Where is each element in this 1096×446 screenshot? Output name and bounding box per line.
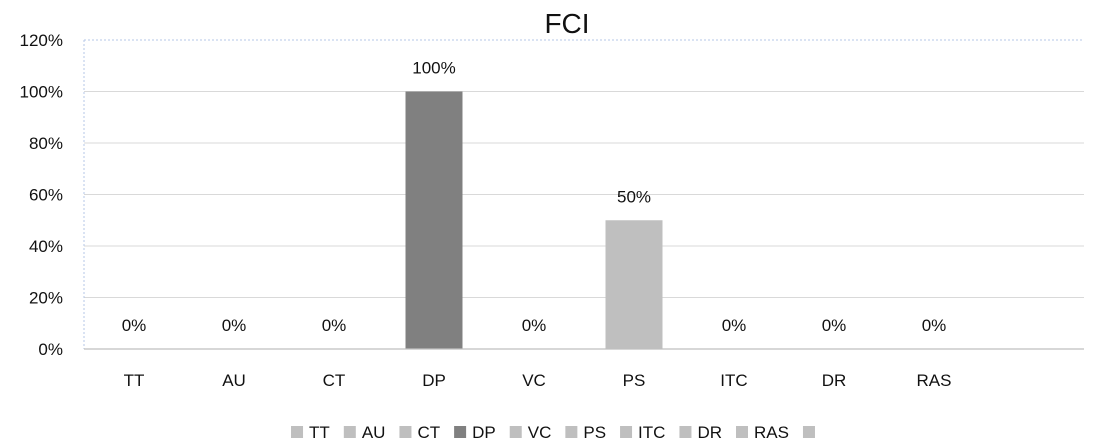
y-tick-label: 60%: [29, 186, 63, 205]
data-label: 0%: [122, 316, 147, 335]
data-label: 0%: [322, 316, 347, 335]
legend-swatch: [802, 426, 815, 438]
legend-swatch: [679, 426, 692, 438]
legend-swatch: [399, 426, 412, 438]
legend-label: AU: [362, 423, 386, 442]
x-tick-label: TT: [124, 371, 145, 390]
legend-label: CT: [417, 423, 440, 442]
legend-swatch: [343, 426, 356, 438]
x-axis: TT AU CT DP VC PS ITC DR RAS: [84, 348, 1084, 390]
legend-swatch: [565, 426, 578, 438]
legend-label: ITC: [638, 423, 665, 442]
data-label: 0%: [522, 316, 547, 335]
y-tick-label: 20%: [29, 289, 63, 308]
y-tick-label: 0%: [38, 340, 63, 359]
legend-swatch: [291, 426, 304, 438]
y-tick-label: 80%: [29, 134, 63, 153]
x-tick-label: DP: [422, 371, 446, 390]
y-axis: 0% 20% 40% 60% 80% 100% 120%: [20, 31, 85, 359]
x-tick-label: VC: [522, 371, 546, 390]
legend: TT AU CT DP VC PS ITC DR RAS: [291, 423, 815, 442]
legend-label: VC: [528, 423, 552, 442]
x-tick-label: RAS: [917, 371, 952, 390]
gridlines: [84, 39, 1084, 298]
data-label: 0%: [822, 316, 847, 335]
bar-dp: [405, 91, 463, 349]
y-tick-label: 120%: [20, 31, 63, 50]
data-label: 0%: [922, 316, 947, 335]
legend-swatch: [509, 426, 522, 438]
legend-label: PS: [583, 423, 606, 442]
x-tick-label: PS: [623, 371, 646, 390]
y-tick-label: 40%: [29, 237, 63, 256]
x-tick-label: AU: [222, 371, 246, 390]
y-tick-label: 100%: [20, 83, 63, 102]
legend-swatch: [620, 426, 633, 438]
legend-entries: TT AU CT DP VC PS ITC DR RAS: [291, 423, 815, 442]
data-labels: 0% 0% 0% 100% 0% 50% 0% 0% 0%: [122, 59, 947, 336]
legend-label: TT: [309, 423, 330, 442]
chart-title: FCI: [544, 8, 589, 39]
legend-swatch: [736, 426, 748, 438]
data-label: 0%: [222, 316, 247, 335]
x-tick-label: ITC: [720, 371, 747, 390]
bars: [405, 91, 663, 349]
legend-swatch: [454, 426, 467, 438]
legend-label: RAS: [754, 423, 789, 442]
bar-ps: [605, 220, 663, 349]
data-label: 50%: [617, 187, 651, 206]
x-tick-label: DR: [822, 371, 847, 390]
x-tick-label: CT: [323, 371, 346, 390]
legend-label: DR: [697, 423, 722, 442]
data-label: 100%: [412, 59, 455, 78]
legend-label: DP: [472, 423, 496, 442]
data-label: 0%: [722, 316, 747, 335]
